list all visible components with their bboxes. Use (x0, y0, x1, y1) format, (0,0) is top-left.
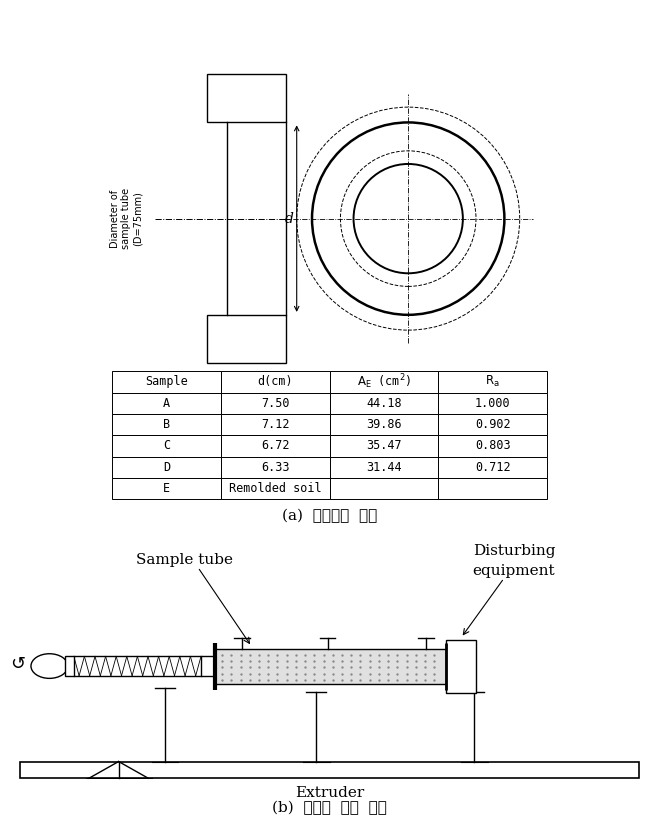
Text: (b)  시료의  교란  과정: (b) 시료의 교란 과정 (272, 801, 387, 816)
Bar (207, 315, 286, 363)
Bar (446, 639, 476, 693)
Text: $\circlearrowleft$: $\circlearrowleft$ (7, 653, 26, 672)
Bar (207, 315, 286, 363)
Text: Extruder: Extruder (295, 785, 364, 799)
Text: (a)  시료교란  장치: (a) 시료교란 장치 (282, 508, 377, 523)
Text: Diameter of
sample tube
(D=75mm): Diameter of sample tube (D=75mm) (109, 188, 143, 249)
Text: equipment: equipment (473, 564, 556, 578)
Bar (446, 639, 476, 693)
Text: d: d (285, 212, 293, 225)
Bar (20, 761, 639, 778)
Text: Disturbing: Disturbing (473, 544, 556, 559)
Bar (201, 656, 215, 676)
Bar (65, 656, 74, 676)
Text: Sample tube: Sample tube (136, 553, 233, 567)
Bar (207, 74, 286, 122)
Bar (207, 74, 286, 122)
Bar (215, 649, 446, 684)
